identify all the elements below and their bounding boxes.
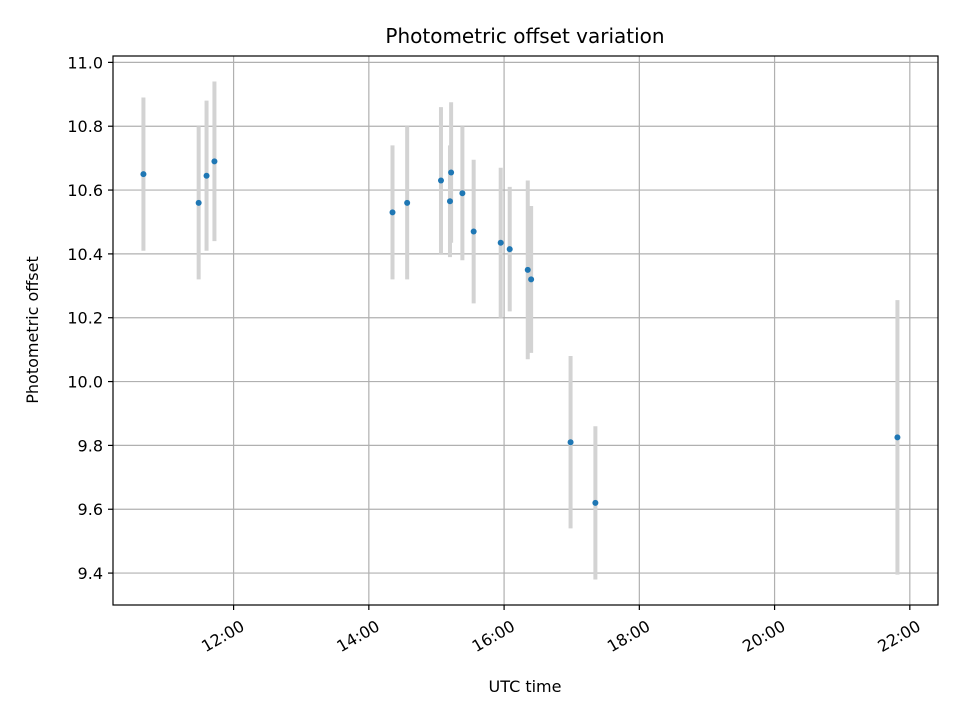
data-point bbox=[528, 276, 535, 283]
chart-title: Photometric offset variation bbox=[385, 24, 664, 48]
data-point bbox=[195, 199, 202, 206]
data-point bbox=[211, 158, 218, 165]
y-axis-ticks: 9.4 9.6 9.8 10.0 10.2 10.4 10.6 10.8 11.0 bbox=[67, 53, 113, 583]
data-point bbox=[524, 266, 531, 273]
data-point bbox=[506, 246, 513, 253]
data-point bbox=[567, 439, 574, 446]
data-point bbox=[437, 177, 444, 184]
y-tick-label: 9.8 bbox=[78, 436, 103, 455]
y-axis-title: Photometric offset bbox=[23, 256, 42, 404]
grid bbox=[113, 56, 938, 605]
y-tick-label: 10.6 bbox=[67, 181, 103, 200]
data-point bbox=[459, 190, 466, 197]
y-tick-label: 10.8 bbox=[67, 117, 103, 136]
data-points bbox=[140, 158, 901, 506]
plot-frame bbox=[112, 55, 939, 606]
data-point bbox=[404, 199, 411, 206]
y-tick-label: 11.0 bbox=[67, 53, 103, 72]
y-tick-label: 10.2 bbox=[67, 309, 103, 328]
y-tick-label: 10.4 bbox=[67, 245, 103, 264]
data-point bbox=[140, 171, 147, 178]
data-point bbox=[389, 209, 396, 216]
data-point bbox=[448, 169, 455, 176]
data-point bbox=[470, 228, 477, 235]
data-point bbox=[203, 172, 210, 179]
y-tick-label: 10.0 bbox=[67, 373, 103, 392]
data-point bbox=[894, 434, 901, 441]
x-axis-title: UTC time bbox=[489, 677, 562, 696]
data-point bbox=[497, 239, 504, 246]
y-tick-label: 9.4 bbox=[78, 564, 103, 583]
data-point bbox=[592, 499, 599, 506]
y-tick-label: 9.6 bbox=[78, 500, 103, 519]
data-point bbox=[446, 198, 453, 205]
